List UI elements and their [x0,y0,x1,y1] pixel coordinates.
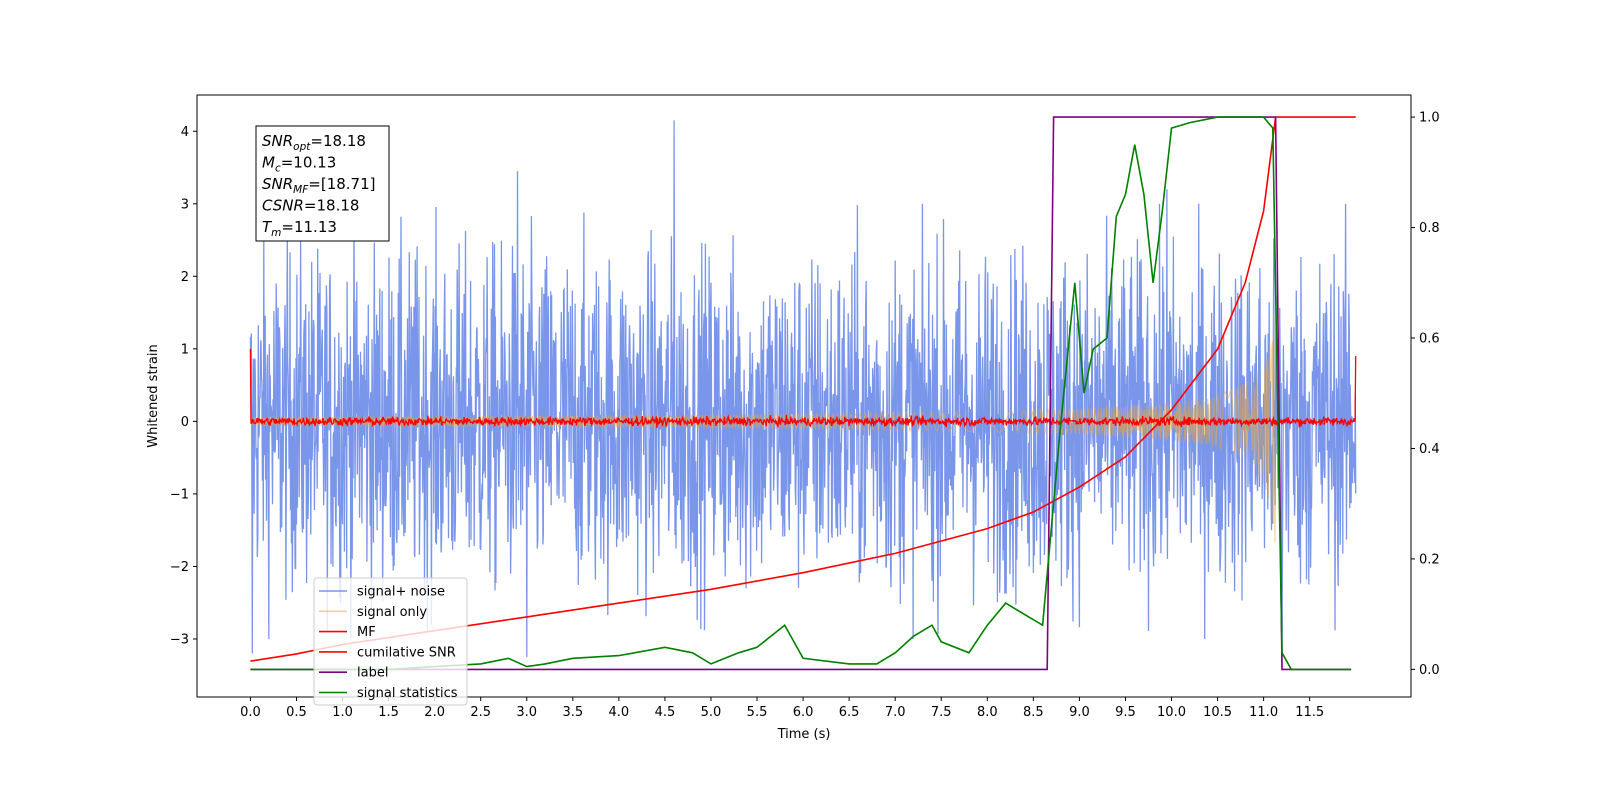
x-axis-ticks: 0.0 0.5 1.0 1.5 2.0 2.5 3.0 3.5 4.0 4.5 5.0 5.5 6.0 6… [240,697,1324,720]
signal-only-line [249,313,1277,542]
legend-label: cumilative SNR [357,645,456,660]
x-tick-label: 0.5 [286,705,307,720]
legend-item: signal only [319,605,427,620]
y-tick-label: −1 [170,487,189,502]
legend: signal+ noise signal only MF cumilative SNR… [313,577,468,706]
legend-label: signal statistics [357,686,458,701]
annotation-frame [255,125,390,242]
annotation-line: Mc=10.13 [262,154,336,175]
x-tick-label: 4.5 [655,705,676,720]
y2-tick-label: 0.6 [1419,332,1440,347]
x-tick-label: 0.0 [240,705,261,720]
annotation-line: SNRopt=18.18 [262,132,366,153]
x-tick-label: 5.0 [701,705,722,720]
x-tick-label: 8.5 [1023,705,1044,720]
series-1 [249,313,1277,542]
annotation-line: CSNR=18.18 [262,197,359,215]
x-tick-label: 4.0 [609,705,630,720]
y2-tick-label: 0.8 [1419,221,1440,236]
y-tick-label: 4 [181,125,189,140]
x-tick-label: 7.0 [885,705,906,720]
y2-tick-label: 0.0 [1419,663,1440,678]
x-tick-label: 8.0 [977,705,998,720]
legend-item: signal+ noise [319,585,445,600]
x-tick-label: 10.0 [1157,705,1186,720]
x-tick-label: 2.5 [470,705,491,720]
series-2 [249,348,1357,429]
annotation-line: SNRMF=[18.71] [262,175,376,196]
legend-item: signal statistics [319,686,458,701]
x-tick-label: 2.0 [424,705,445,720]
y2-tick-label: 1.0 [1419,111,1440,126]
x-tick-label: 6.0 [793,705,814,720]
y-tick-label: 1 [181,342,189,357]
x-tick-label: 7.5 [931,705,952,720]
x-tick-label: 3.0 [516,705,537,720]
legend-label: signal+ noise [357,585,445,600]
y2-tick-label: 0.2 [1419,552,1440,567]
legend-item: cumilative SNR [319,645,456,660]
y-tick-label: −3 [170,632,189,647]
x-tick-label: 11.0 [1249,705,1278,720]
x-tick-label: 5.5 [747,705,768,720]
x-tick-label: 6.5 [839,705,860,720]
x-axis-label: Time (s) [777,727,831,742]
legend-item: label [319,666,388,681]
y-tick-label: 2 [181,270,189,285]
x-tick-label: 10.5 [1203,705,1232,720]
x-tick-label: 3.5 [562,705,583,720]
annotation-line: Tm=11.13 [262,218,337,239]
axes-frame [196,94,1412,698]
legend-frame [313,577,468,706]
series-5 [250,116,1352,671]
x-tick-label: 9.0 [1069,705,1090,720]
y-tick-label: 0 [181,415,189,430]
y2-axis-ticks: 1.0 0.8 0.6 0.4 0.2 0.0 [1411,111,1440,678]
x-tick-label: 11.5 [1295,705,1324,720]
annotation-box: SNRopt=18.18Mc=10.13SNRMF=[18.71]CSNR=18… [255,125,390,242]
legend-item: MF [319,625,376,640]
legend-label: signal only [357,605,427,620]
signal-statistics-line [250,116,1352,671]
y2-tick-label: 0.4 [1419,442,1440,457]
y-axis-ticks: 4 3 2 1 0 −1 −2 −3 [170,125,197,647]
legend-label: MF [357,625,376,640]
x-tick-label: 1.0 [332,705,353,720]
y-tick-label: 3 [181,197,189,212]
y-tick-label: −2 [170,560,189,575]
y-axis-label: Whitened strain [146,344,161,447]
x-tick-label: 9.5 [1115,705,1136,720]
mf-line [249,348,1357,429]
x-tick-label: 1.5 [378,705,399,720]
legend-label: label [357,666,388,681]
